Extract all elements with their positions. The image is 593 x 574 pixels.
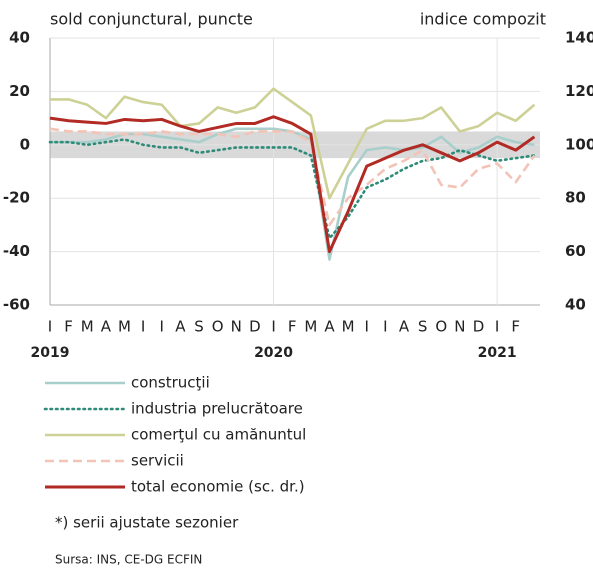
x-tick-label: O <box>212 318 224 336</box>
series-line <box>49 115 536 254</box>
legend-label: total economie (sc. dr.) <box>131 478 305 496</box>
x-tick-label: M <box>342 318 355 336</box>
x-tick-label: I <box>364 318 368 336</box>
right-axis-title: indice compozit <box>420 10 546 29</box>
year-label: 2019 <box>31 345 70 361</box>
series-line <box>50 87 536 200</box>
x-tick-label: I <box>48 318 52 336</box>
y-tick-label: 0 <box>20 135 30 153</box>
x-tick-label: I <box>495 318 499 336</box>
x-tick-label: N <box>454 318 465 336</box>
x-tick-label: D <box>249 318 261 336</box>
series-line <box>48 138 536 240</box>
year-label: 2021 <box>478 345 517 361</box>
x-tick-label: A <box>399 318 410 336</box>
legend-label: industria prelucrătoare <box>131 400 303 418</box>
y-tick-label: -20 <box>3 189 30 207</box>
x-tick-label: F <box>288 318 297 336</box>
y2-tick-label: 140 <box>565 29 593 47</box>
legend-label: comerţul cu amănuntul <box>131 426 306 444</box>
y2-tick-label: 60 <box>565 242 586 260</box>
footnote: *) serii ajustate sezonier <box>55 514 239 532</box>
y2-tick-label: 100 <box>565 135 593 153</box>
x-tick-label: O <box>435 318 447 336</box>
y-tick-label: 40 <box>9 29 30 47</box>
x-tick-label: S <box>194 318 204 336</box>
x-tick-label: A <box>175 318 186 336</box>
y-tick-label: -60 <box>3 296 30 314</box>
legend-label: servicii <box>131 452 184 470</box>
series-line <box>49 127 536 227</box>
y-tick-label: 20 <box>9 82 30 100</box>
x-tick-label: I <box>383 318 387 336</box>
x-tick-label: I <box>141 318 145 336</box>
x-tick-label: A <box>324 318 335 336</box>
year-label: 2020 <box>254 345 293 361</box>
x-tick-label: M <box>81 318 94 336</box>
x-tick-label: D <box>473 318 485 336</box>
x-tick-label: N <box>231 318 242 336</box>
x-tick-label: I <box>271 318 275 336</box>
y2-tick-label: 120 <box>565 82 593 100</box>
x-tick-label: F <box>511 318 520 336</box>
left-axis-title: sold conjunctural, puncte <box>50 10 253 29</box>
x-tick-label: F <box>64 318 73 336</box>
x-tick-label: I <box>160 318 164 336</box>
y2-tick-label: 80 <box>565 189 586 207</box>
source: Sursa: INS, CE-DG ECFIN <box>55 553 202 567</box>
legend-label: construcţii <box>131 374 210 392</box>
y-tick-label: -40 <box>3 242 30 260</box>
y2-tick-label: 40 <box>565 296 586 314</box>
x-tick-label: M <box>118 318 131 336</box>
x-tick-label: A <box>101 318 112 336</box>
x-tick-label: S <box>418 318 428 336</box>
x-tick-label: M <box>304 318 317 336</box>
